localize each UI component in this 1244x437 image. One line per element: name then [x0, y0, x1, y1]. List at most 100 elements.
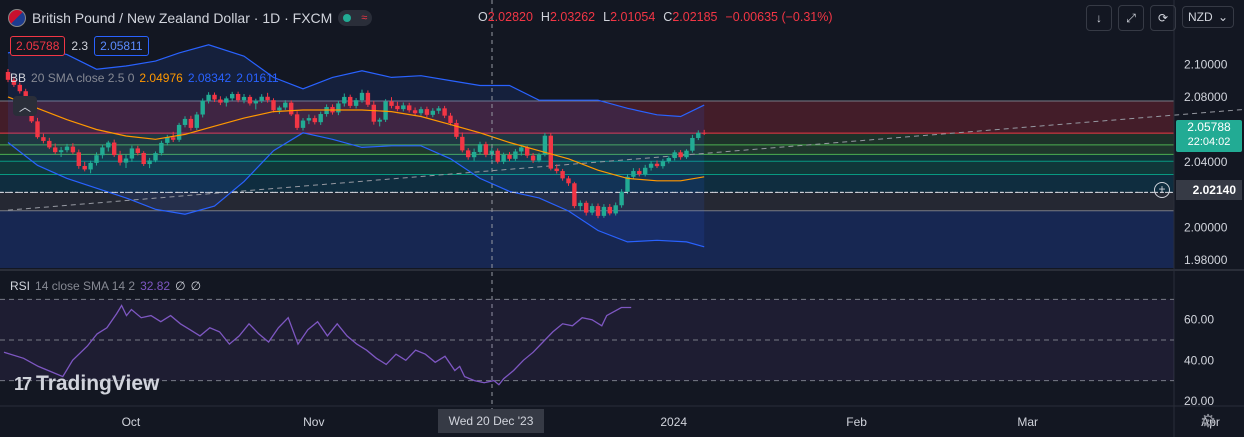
candle-body-81	[483, 144, 489, 155]
fib-zone-3	[0, 154, 1174, 162]
candle-body-68	[407, 105, 412, 111]
market-status-pill[interactable]: ≈	[338, 10, 373, 26]
time-tick-5: Mar	[1017, 415, 1038, 429]
buy-button[interactable]: 2.05811	[94, 36, 149, 56]
candle-body-7	[47, 140, 52, 148]
rsi-extra-2: ∅	[190, 279, 202, 293]
chart-header: British Pound / New Zealand Dollar · 1D …	[8, 8, 373, 28]
candle-body-52	[312, 118, 317, 123]
candle-body-60	[359, 92, 365, 101]
trade-buttons: 2.05788 2.3 2.05811	[10, 36, 149, 56]
candle-body-118	[702, 132, 707, 134]
fib-zone-bottom	[0, 210, 1174, 268]
candle-body-29	[176, 124, 182, 140]
bb-lower-line	[7, 132, 705, 248]
candle-body-35	[212, 94, 217, 100]
candle-body-41	[247, 96, 253, 104]
candle-body-72	[430, 110, 435, 115]
candle-body-84	[501, 154, 506, 162]
ohlc-low-key: L	[603, 10, 611, 24]
candle-body-69	[412, 110, 418, 114]
candle-body-17	[106, 142, 111, 148]
sell-button[interactable]: 2.05788	[10, 36, 66, 56]
candle-body-85	[507, 154, 512, 159]
bb-legend[interactable]: BB 20 SMA close 2.5 0 2.04976 2.08342 2.…	[10, 71, 279, 85]
candle-body-44	[265, 96, 270, 101]
ohlc-close-key: C	[663, 10, 673, 24]
candle-body-107	[637, 171, 642, 175]
symbol-title[interactable]: British Pound / New Zealand Dollar · 1D …	[32, 10, 333, 26]
last-price-label: 2.05788 22:04:02	[1176, 120, 1242, 152]
candle-body-117	[696, 132, 701, 138]
arrow-down-icon[interactable]: ↓	[1086, 5, 1112, 31]
market-open-dot-icon	[343, 14, 352, 22]
candle-body-21	[129, 148, 135, 159]
refresh-icon[interactable]: ⟳	[1150, 5, 1176, 31]
candle-body-1	[11, 79, 17, 85]
candle-body-15	[94, 155, 99, 163]
candle-body-9	[58, 150, 64, 153]
time-tick-3: 2024	[660, 415, 687, 429]
candle-body-104	[619, 191, 624, 206]
rsi-value: 32.82	[140, 279, 171, 293]
ohlc-high-value: 2.03262	[549, 10, 596, 24]
price-tick-3: 2.04000	[1184, 155, 1228, 169]
candle-body-100	[595, 206, 601, 216]
candle-body-63	[377, 119, 382, 122]
candle-body-111	[660, 161, 666, 167]
price-tick-5: 2.00000	[1184, 220, 1228, 234]
candle-body-93	[554, 168, 559, 172]
candle-body-25	[153, 153, 158, 161]
candle-body-114	[678, 152, 683, 158]
chevron-up-icon: ︿	[18, 99, 31, 114]
candle-body-115	[684, 150, 689, 158]
candle-body-3	[23, 91, 28, 98]
tradingview-logo[interactable]: 17 TradingView	[14, 372, 159, 396]
candle-body-38	[230, 93, 235, 99]
candle-body-10	[64, 146, 70, 151]
tradingview-logo-text: TradingView	[36, 372, 160, 395]
currency-selector[interactable]: NZD ⌄	[1182, 6, 1234, 28]
candle-body-28	[171, 137, 176, 140]
candle-body-86	[513, 151, 518, 159]
add-alert-plus-icon[interactable]: +	[1154, 182, 1170, 198]
bar-countdown: 22:04:02	[1187, 136, 1231, 148]
rsi-line	[3, 304, 632, 386]
candle-body-64	[383, 101, 388, 120]
candle-body-13	[82, 166, 87, 170]
fib-zone-4	[0, 161, 1174, 175]
candle-body-49	[294, 114, 300, 128]
candle-body-20	[123, 158, 129, 163]
fib-zone-1	[0, 133, 1174, 145]
candle-body-71	[424, 109, 430, 115]
rsi-name: RSI	[10, 279, 31, 293]
ohlc-close-value: 2.02185	[672, 10, 718, 24]
bb-upper-value: 2.08342	[187, 71, 232, 85]
rsi-extra-1: ∅	[175, 279, 186, 293]
collapse-legend-button[interactable]: ︿	[13, 96, 37, 116]
candle-body-97	[578, 202, 583, 207]
gear-icon[interactable]: ⚙	[1200, 411, 1217, 431]
rsi-legend[interactable]: RSI 14 close SMA 14 2 32.82 ∅ ∅	[10, 279, 201, 293]
candle-body-24	[147, 160, 152, 165]
fib-zone-5	[0, 174, 1174, 193]
candle-body-62	[371, 104, 376, 122]
candle-body-2	[17, 84, 22, 92]
candle-body-8	[53, 147, 58, 153]
candle-body-18	[112, 142, 117, 156]
candle-body-11	[70, 146, 76, 153]
candle-body-78	[466, 150, 471, 158]
candle-body-61	[365, 92, 371, 105]
expand-icon[interactable]: ⤢	[1118, 5, 1144, 31]
candle-body-12	[76, 152, 81, 167]
bb-lower-value: 2.01611	[236, 71, 279, 85]
time-tick-1: Nov	[303, 415, 324, 429]
price-tick-6: 1.98000	[1184, 253, 1228, 267]
bb-basis-line	[7, 96, 705, 182]
candle-body-32	[194, 114, 199, 128]
candle-body-96	[572, 183, 577, 207]
candle-body-105	[625, 176, 630, 192]
candle-body-31	[188, 118, 194, 128]
candle-body-14	[88, 162, 93, 170]
